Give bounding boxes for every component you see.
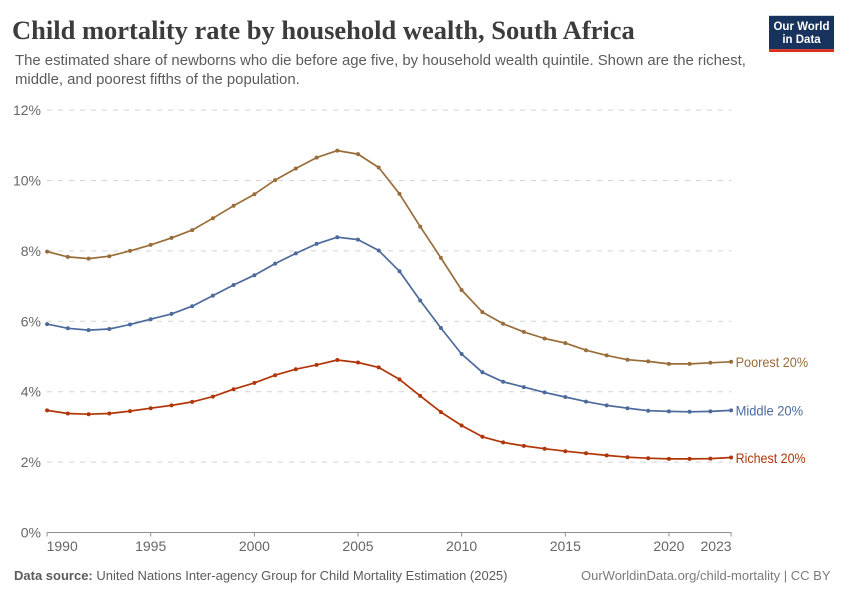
svg-text:0%: 0%: [21, 525, 41, 541]
svg-text:8%: 8%: [21, 243, 41, 259]
svg-text:The estimated share of newborn: The estimated share of newborns who die …: [15, 53, 746, 69]
svg-text:2023: 2023: [700, 538, 731, 554]
svg-text:2000: 2000: [239, 538, 270, 554]
svg-text:10%: 10%: [13, 173, 41, 189]
svg-text:1995: 1995: [135, 538, 166, 554]
svg-text:Poorest 20%: Poorest 20%: [736, 354, 809, 370]
svg-text:in Data: in Data: [782, 34, 821, 46]
svg-text:Richest 20%: Richest 20%: [736, 450, 806, 466]
svg-text:Our World: Our World: [773, 21, 829, 33]
svg-text:Middle 20%: Middle 20%: [736, 402, 804, 418]
svg-text:4%: 4%: [21, 384, 41, 400]
svg-text:2010: 2010: [446, 538, 477, 554]
svg-text:Child mortality rate by househ: Child mortality rate by household wealth…: [12, 15, 635, 45]
svg-text:Data source: United Nations In: Data source: United Nations Inter-agency…: [14, 568, 508, 583]
svg-text:12%: 12%: [13, 102, 41, 118]
svg-text:2%: 2%: [21, 454, 41, 470]
svg-text:2005: 2005: [342, 538, 373, 554]
svg-text:middle, and poorest fifths of: middle, and poorest fifths of the popula…: [15, 72, 300, 88]
svg-text:2015: 2015: [550, 538, 581, 554]
svg-text:1990: 1990: [47, 538, 78, 554]
svg-text:6%: 6%: [21, 313, 41, 329]
svg-text:2020: 2020: [653, 538, 684, 554]
svg-text:OurWorldinData.org/child-morta: OurWorldinData.org/child-mortality | CC …: [581, 568, 831, 583]
